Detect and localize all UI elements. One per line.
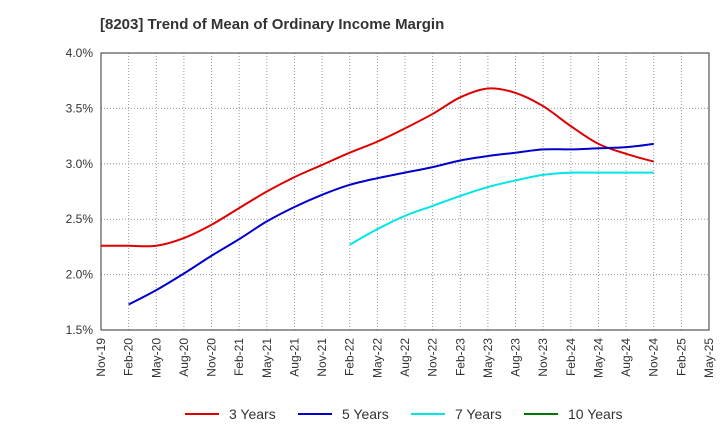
x-tick-label: May-21	[260, 338, 274, 378]
y-tick-label: 4.0%	[66, 46, 94, 60]
y-tick-label: 3.5%	[66, 101, 94, 115]
x-tick-label: Nov-19	[94, 338, 108, 377]
x-tick-label: Aug-23	[509, 338, 523, 377]
x-tick-label: Nov-20	[205, 338, 219, 377]
x-tick-label: May-23	[481, 338, 495, 378]
legend-item-5-years: 5 Years	[298, 404, 389, 424]
x-tick-label: Nov-24	[647, 338, 661, 377]
x-tick-label: May-24	[591, 338, 605, 378]
x-tick-label: May-20	[149, 338, 163, 378]
x-tick-label: Feb-24	[564, 338, 578, 376]
chart-title: [8203] Trend of Mean of Ordinary Income …	[100, 16, 445, 33]
x-tick-label: Aug-21	[287, 338, 301, 377]
x-tick-label: Feb-22	[343, 338, 357, 376]
x-tick-label: Aug-24	[619, 338, 633, 377]
axes	[100, 52, 710, 331]
x-tick-label: Feb-21	[232, 338, 246, 376]
y-tick-label: 2.0%	[66, 268, 94, 282]
x-tick-label: Nov-22	[426, 338, 440, 377]
x-tick-label: Feb-20	[122, 338, 136, 376]
legend-label: 10 Years	[568, 406, 623, 422]
legend-label: 5 Years	[342, 406, 389, 422]
legend-swatch	[298, 413, 332, 415]
y-tick-label: 1.5%	[66, 323, 94, 337]
legend: 3 Years 5 Years 7 Years 10 Years	[0, 404, 720, 424]
plot-frame	[100, 52, 710, 331]
x-tick-label: Feb-25	[674, 338, 688, 376]
x-tick-label: May-22	[370, 338, 384, 378]
x-tick-label: Feb-23	[453, 338, 467, 376]
legend-label: 7 Years	[455, 406, 502, 422]
legend-swatch	[411, 413, 445, 415]
legend-item-10-years: 10 Years	[524, 404, 623, 424]
series-line-7-years	[349, 171, 654, 246]
legend-swatch	[524, 413, 558, 415]
x-tick-label: Nov-23	[536, 338, 550, 377]
legend-swatch	[185, 413, 219, 415]
y-tick-label: 3.0%	[66, 157, 94, 171]
y-tick-label: 2.5%	[66, 212, 94, 226]
series-line-5-years	[128, 142, 654, 306]
legend-item-7-years: 7 Years	[411, 404, 502, 424]
x-tick-label: Aug-20	[177, 338, 191, 377]
x-tick-label: Aug-22	[398, 338, 412, 377]
series-lines	[101, 87, 654, 306]
x-tick-label: May-25	[702, 338, 716, 378]
series-line-3-years	[101, 87, 654, 248]
x-tick-label: Nov-21	[315, 338, 329, 377]
tick-labels: 1.5% 2.0% 2.5% 3.0% 3.5% 4.0% Nov-19 Feb-20 May-…	[66, 46, 716, 378]
grid-lines	[101, 53, 709, 330]
legend-label: 3 Years	[229, 406, 276, 422]
legend-item-3-years: 3 Years	[185, 404, 276, 424]
